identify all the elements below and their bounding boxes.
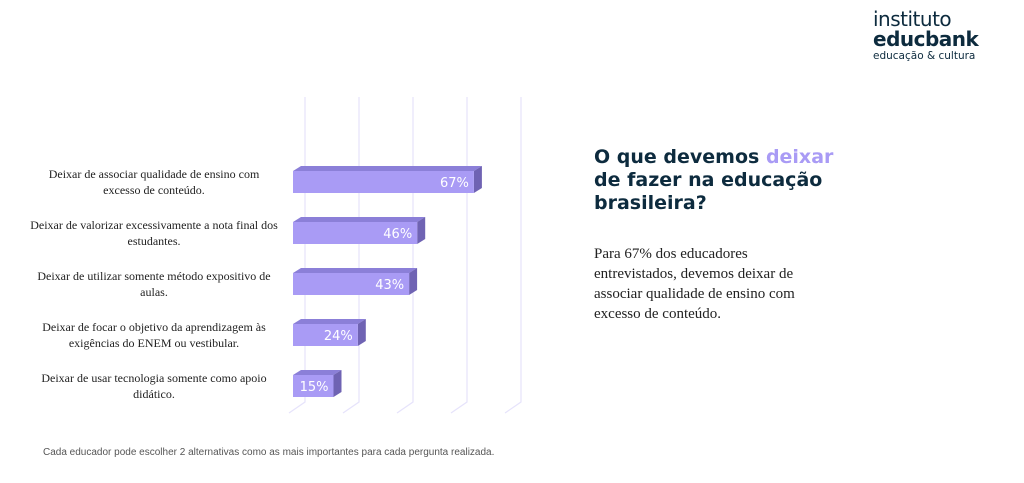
bar [293, 375, 334, 397]
bar-top [293, 319, 366, 324]
category-label: Deixar de valorizar excessivamente a not… [30, 218, 278, 248]
bar [293, 171, 474, 193]
data-label: 24% [324, 329, 353, 344]
bar [293, 324, 358, 346]
bar-side [333, 370, 342, 397]
data-label: 43% [375, 278, 404, 293]
grid-line [396, 97, 414, 414]
logo-line-2: educbank [873, 27, 979, 51]
data-label: 67% [440, 176, 469, 191]
logo-line-1: instituto [873, 7, 952, 31]
bar-top [293, 217, 426, 222]
data-label: 15% [300, 380, 329, 395]
logo-tagline: educação & cultura [873, 50, 976, 62]
bar [293, 222, 418, 244]
bar-side [409, 268, 418, 295]
grid-line [504, 97, 522, 414]
bar [293, 273, 410, 295]
category-label: Deixar de utilizar somente método exposi… [37, 269, 271, 299]
bar-side [417, 217, 426, 244]
grid-line [450, 97, 468, 414]
bar-top [293, 268, 418, 273]
category-label: Deixar de associar qualidade de ensino c… [48, 167, 260, 197]
title-post: de fazer na educação brasileira? [594, 169, 823, 214]
bar-top [293, 166, 482, 171]
description: Para 67% dos educadores entrevistados, d… [594, 246, 795, 322]
category-label: Deixar de focar o objetivo da aprendizag… [42, 320, 266, 350]
page-title: O que devemos deixar de fazer na educaçã… [594, 146, 834, 215]
grid-line [288, 97, 306, 414]
bar-top [293, 370, 342, 375]
data-label: 46% [383, 227, 412, 242]
logo: instituto educbank educação & cultura [873, 7, 979, 63]
bar-side [357, 319, 366, 346]
title-pre: O que devemos [594, 146, 766, 168]
category-label: Deixar de usar tecnologia somente como a… [41, 371, 267, 401]
title-highlight: deixar [765, 146, 834, 168]
bar-side [473, 166, 482, 193]
footnote: Cada educador pode escolher 2 alternativ… [43, 447, 495, 458]
grid-line [342, 97, 360, 414]
